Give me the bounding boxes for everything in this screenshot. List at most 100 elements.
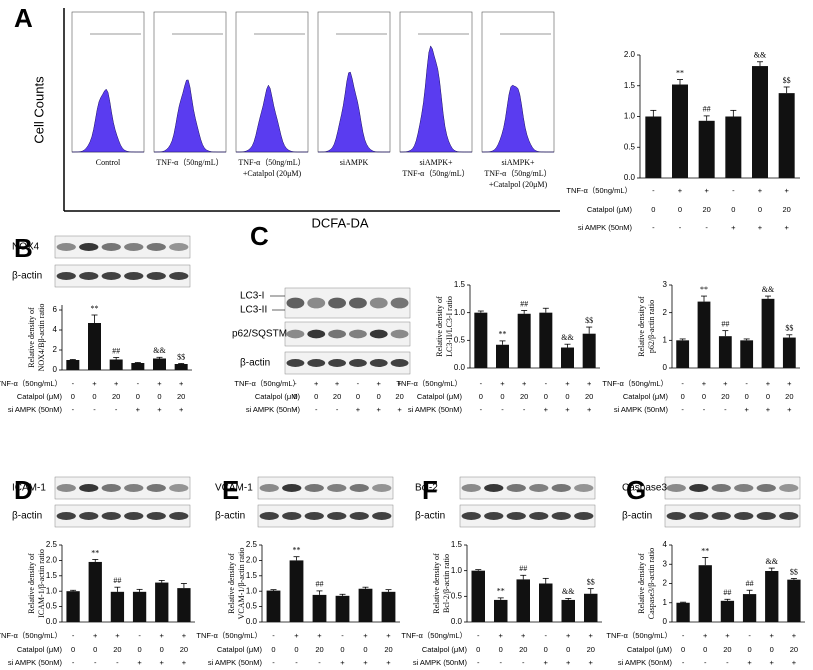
flow-sample-label: TNF-α（50ng/mL）	[484, 169, 551, 178]
blot-label: LC3-II	[240, 305, 267, 316]
condition-value: -	[72, 631, 75, 640]
condition-value: -	[745, 379, 748, 388]
y-tick-label: 6	[53, 305, 58, 314]
bar	[109, 359, 123, 370]
condition-value: -	[726, 658, 729, 667]
condition-value: -	[480, 405, 483, 414]
blot-band	[327, 484, 347, 492]
condition-value: 0	[294, 645, 298, 654]
significance-label: $$	[783, 76, 791, 85]
blot-band	[756, 484, 776, 492]
y-axis-label: Bcl-2/β-actin ratio	[442, 554, 451, 613]
condition-value: +	[758, 223, 763, 232]
condition-value: +	[363, 631, 368, 640]
significance-label: &&	[562, 587, 575, 596]
significance-label: **	[499, 330, 507, 339]
blot-label: β-actin	[240, 358, 270, 369]
panel-label: A	[14, 3, 33, 33]
y-tick-label: 0.0	[624, 173, 636, 182]
y-axis-label: Relative density of	[637, 553, 646, 614]
significance-label: &&	[766, 557, 779, 566]
condition-value: 0	[137, 645, 141, 654]
condition-value: +	[725, 631, 730, 640]
bar	[517, 313, 531, 368]
blot-strip	[54, 264, 191, 288]
blot-band	[146, 272, 166, 280]
condition-label: TNF-α（50ng/mL）	[606, 631, 672, 640]
condition-value: -	[272, 658, 275, 667]
blot-band	[124, 272, 144, 280]
y-axis-label: Relative density of	[637, 296, 646, 357]
blot-band	[551, 512, 571, 520]
condition-value: -	[681, 379, 684, 388]
blot-label: LC3-I	[240, 291, 264, 302]
blot-band	[484, 484, 504, 492]
blot-band	[124, 484, 144, 492]
flow-histogram	[236, 84, 308, 153]
bar	[752, 66, 768, 178]
condition-value: 0	[314, 392, 318, 401]
y-tick-label: 0.5	[451, 591, 463, 600]
blot-band	[304, 512, 324, 520]
blot-label: β-actin	[12, 511, 42, 522]
y-tick-label: 0.0	[46, 617, 58, 626]
condition-label: si AMPK (50nM)	[8, 658, 63, 667]
condition-value: -	[93, 405, 96, 414]
flow-sample-label: siAMPK+	[502, 158, 535, 167]
blot-strip	[257, 476, 394, 500]
condition-value: -	[652, 186, 655, 195]
bar	[66, 360, 80, 370]
condition-value: +	[747, 658, 752, 667]
condition-value: -	[94, 658, 97, 667]
condition-label: si AMPK (50nM)	[413, 658, 468, 667]
bar	[474, 312, 488, 368]
significance-label: ##	[703, 105, 711, 114]
y-axis-label: Relative density of	[432, 553, 441, 614]
blot-band	[79, 484, 99, 492]
blot-band	[307, 329, 326, 339]
condition-value: +	[182, 658, 187, 667]
condition-value: -	[294, 379, 297, 388]
bar	[740, 340, 754, 368]
bar	[539, 312, 553, 368]
blot-strip	[54, 476, 191, 500]
condition-value: +	[787, 379, 792, 388]
condition-value: +	[377, 405, 382, 414]
bar	[765, 570, 779, 622]
condition-value: 20	[112, 392, 120, 401]
condition-label: si AMPK (50nM)	[408, 405, 463, 414]
blot-band	[369, 359, 388, 367]
blot-band	[169, 512, 189, 520]
condition-value: +	[114, 379, 119, 388]
blot-band	[101, 272, 121, 280]
condition-value: -	[732, 186, 735, 195]
panel-label: D	[14, 475, 33, 505]
condition-value: -	[357, 379, 360, 388]
y-axis-label: Relative density of	[27, 307, 36, 368]
bar	[471, 570, 485, 622]
condition-value: 20	[785, 392, 793, 401]
bar	[153, 358, 166, 370]
condition-value: +	[92, 379, 97, 388]
condition-value: 20	[315, 645, 323, 654]
condition-value: +	[160, 631, 165, 640]
condition-value: +	[766, 379, 771, 388]
condition-value: +	[500, 379, 505, 388]
condition-value: +	[294, 631, 299, 640]
blot-label: Caspase3	[622, 483, 667, 494]
condition-value: +	[702, 379, 707, 388]
blot-band	[282, 484, 302, 492]
condition-value: -	[679, 223, 682, 232]
significance-label: **	[497, 587, 505, 596]
y-tick-label: 2.0	[246, 556, 258, 565]
blot-band	[286, 297, 305, 309]
condition-value: 0	[681, 645, 685, 654]
condition-label: TNF-α（50ng/mL）	[396, 379, 462, 388]
bar	[289, 560, 304, 622]
condition-label: si AMPK (50nM)	[208, 658, 263, 667]
y-axis-label: Relative density of	[435, 296, 444, 357]
significance-label: $$	[785, 324, 793, 333]
blot-band	[328, 297, 347, 309]
bar	[131, 363, 145, 370]
condition-value: +	[566, 658, 571, 667]
